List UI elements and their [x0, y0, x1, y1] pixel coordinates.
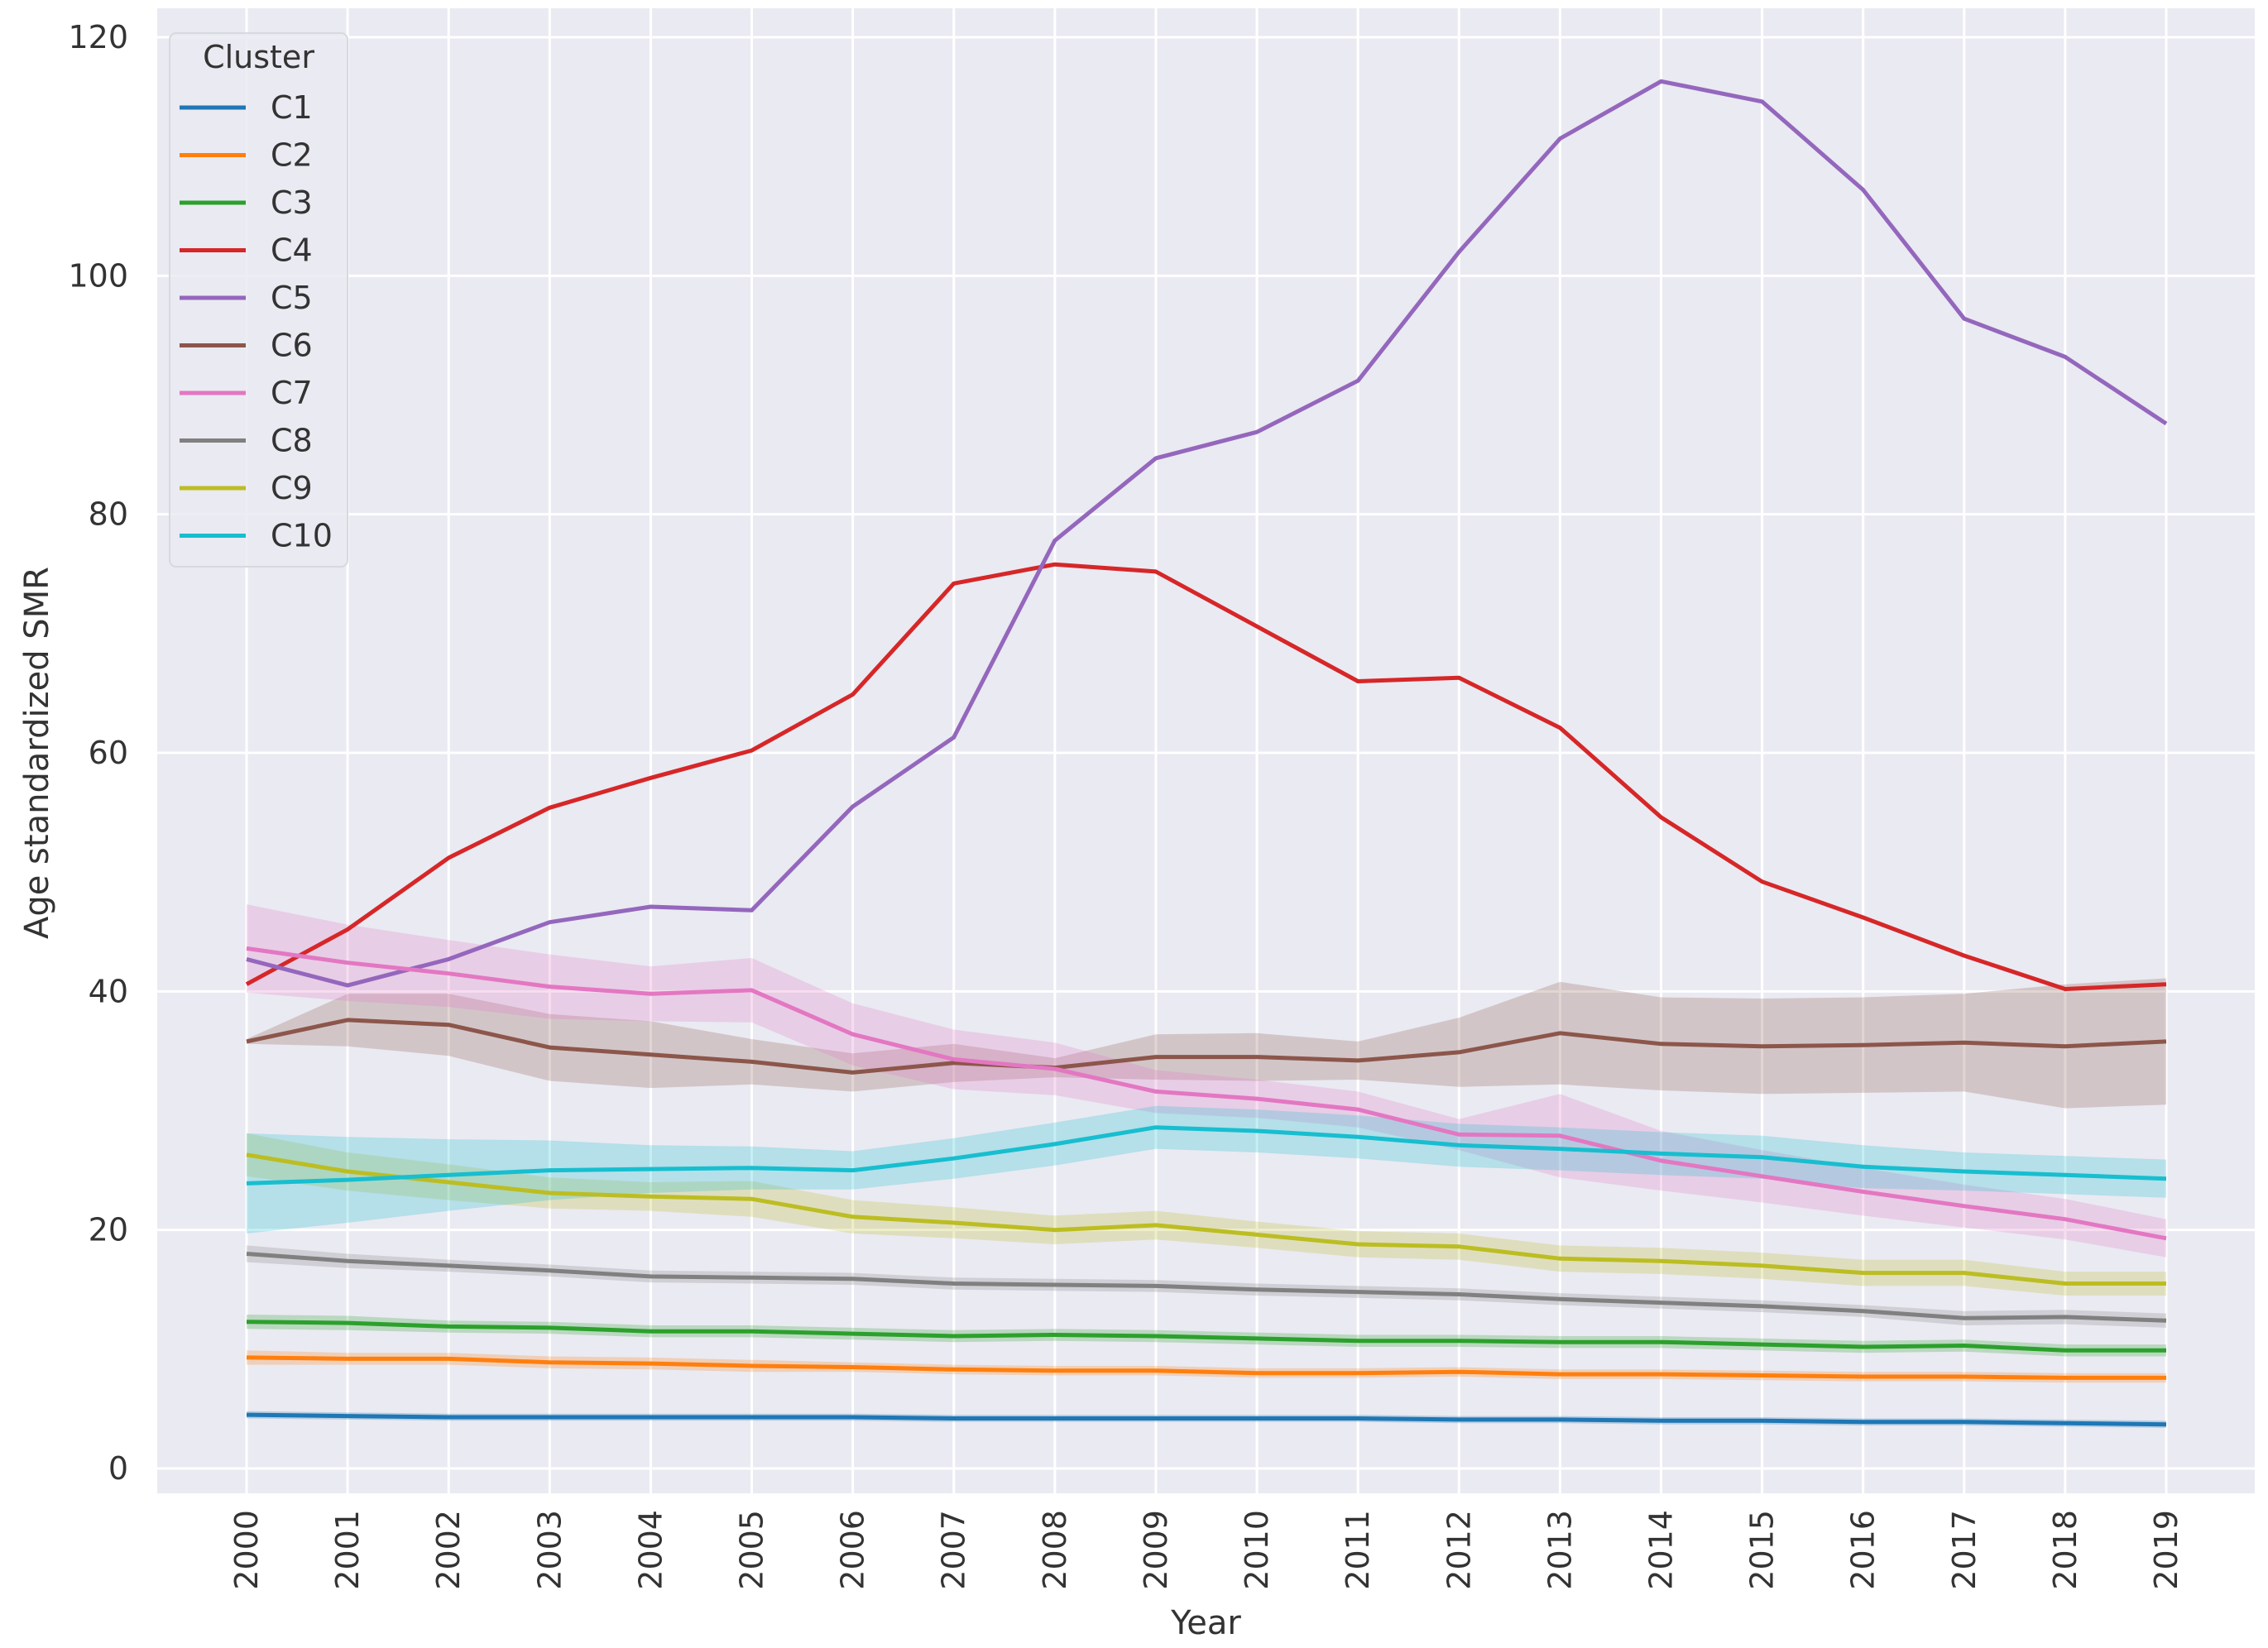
legend-label-c7: C7 [271, 375, 313, 411]
legend-label-c1: C1 [271, 89, 313, 126]
x-tick-label: 2019 [2148, 1510, 2184, 1590]
legend-label-c3: C3 [271, 184, 313, 221]
plot-background [157, 8, 2255, 1493]
y-tick-label: 100 [68, 257, 128, 294]
x-tick-label: 2002 [430, 1510, 467, 1590]
x-tick-label: 2001 [329, 1510, 366, 1590]
series-line-c10 [246, 1125, 2167, 1186]
x-axis-ticks: 2000 2001 2002 2003 2004 2005 2006 2007 2008 2009… [228, 1510, 2184, 1590]
x-tick-label: 2011 [1340, 1510, 1376, 1590]
x-tick-label: 2003 [531, 1510, 568, 1590]
series-line-c1 [246, 1412, 2167, 1427]
y-axis-title: Age standardized SMR [18, 567, 56, 939]
legend-label-c8: C8 [271, 423, 313, 459]
series-line-c7 [246, 946, 2167, 1241]
legend-label-c4: C4 [271, 232, 313, 269]
x-tick-label: 2008 [1037, 1510, 1073, 1590]
y-tick-label: 20 [89, 1212, 128, 1248]
series-line-c8 [246, 1252, 2167, 1323]
x-tick-label: 2005 [734, 1510, 770, 1590]
x-tick-label: 2010 [1239, 1510, 1275, 1590]
legend-label-c9: C9 [271, 470, 313, 506]
legend-label-c10: C10 [271, 518, 333, 554]
y-tick-label: 40 [89, 973, 128, 1009]
x-tick-label: 2004 [632, 1510, 669, 1590]
band-c9 [247, 1133, 2166, 1296]
x-tick-label: 2013 [1542, 1510, 1578, 1590]
band-c6 [247, 978, 2166, 1109]
legend-label-c2: C2 [271, 137, 313, 174]
legend-title: Cluster [203, 39, 314, 75]
series-lines [245, 79, 2168, 1427]
x-axis-title: Year [1170, 1604, 1241, 1642]
x-tick-label: 2014 [1642, 1510, 1679, 1590]
x-tick-label: 2009 [1138, 1510, 1174, 1590]
series-line-c9 [246, 1152, 2166, 1286]
y-tick-label: 120 [68, 19, 128, 55]
series-line-c4 [245, 562, 2167, 991]
legend-label-c5: C5 [271, 280, 313, 316]
x-tick-label: 2007 [936, 1510, 972, 1590]
series-line-c3 [246, 1320, 2166, 1353]
x-tick-label: 2006 [835, 1510, 871, 1590]
y-axis-ticks: 0 20 40 60 80 100 120 [68, 19, 128, 1487]
x-tick-label: 2012 [1441, 1510, 1477, 1590]
legend-label-c6: C6 [271, 328, 313, 364]
y-tick-label: 0 [108, 1450, 128, 1487]
legend-box [169, 32, 348, 568]
series-line-c6 [246, 1018, 2167, 1075]
legend: Cluster C1 C2 C3 C4 C5 C6 C7 C8 C9 C10 [169, 32, 348, 568]
band-c10 [247, 1105, 2166, 1234]
y-tick-label: 80 [89, 496, 128, 533]
x-tick-label: 2017 [1946, 1510, 1983, 1590]
x-tick-label: 2018 [2047, 1510, 2083, 1590]
x-tick-label: 2015 [1744, 1510, 1781, 1590]
series-line-c2 [246, 1355, 2166, 1380]
x-tick-label: 2016 [1845, 1510, 1882, 1590]
y-tick-label: 60 [89, 735, 128, 771]
series-line-c5 [246, 79, 2168, 988]
x-tick-label: 2000 [228, 1510, 265, 1590]
